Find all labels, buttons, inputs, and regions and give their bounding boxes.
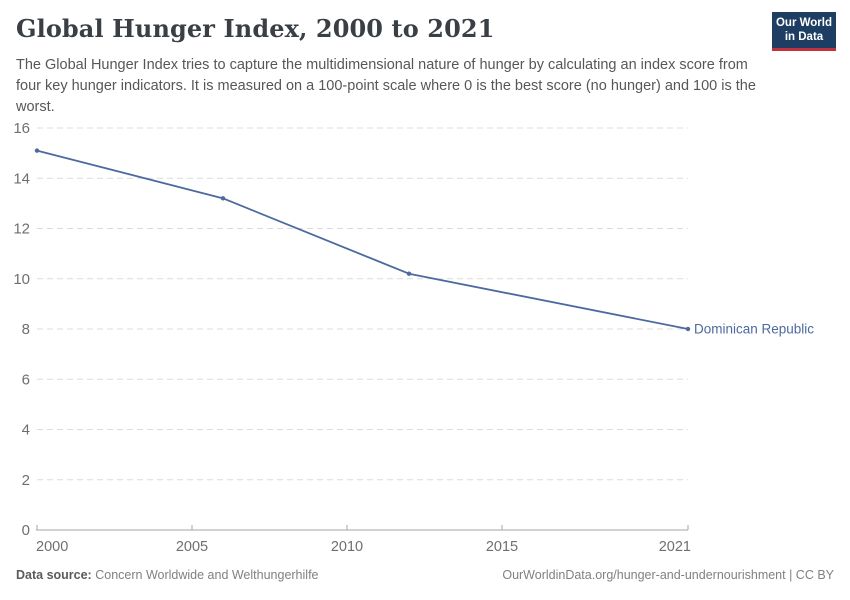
data-source-label: Data source: <box>16 568 92 582</box>
y-tick-label: 0 <box>22 522 30 539</box>
data-source: Data source: Concern Worldwide and Welth… <box>16 568 319 582</box>
chart-subtitle: The Global Hunger Index tries to capture… <box>16 57 756 115</box>
owid-logo-line2: in Data <box>784 30 824 43</box>
y-tick-label: 16 <box>13 120 30 137</box>
x-tick-label: 2021 <box>659 539 691 555</box>
y-tick-label: 12 <box>13 221 30 238</box>
data-point-marker[interactable] <box>220 196 226 201</box>
line-chart: 0 2 4 6 8 10 12 14 16 2000 2005 2010 2015 2021 Dominic… <box>13 120 814 555</box>
y-tick-label: 2 <box>22 472 30 489</box>
x-tick-label: 2015 <box>486 539 518 555</box>
x-tick-label: 2010 <box>331 539 363 555</box>
y-tick-label: 8 <box>22 321 30 338</box>
chart-title: Global Hunger Index, 2000 to 2021 <box>16 14 495 43</box>
data-point-marker[interactable] <box>406 271 412 276</box>
data-source-value: Concern Worldwide and Welthungerhilfe <box>95 568 319 582</box>
x-tick-label: 2005 <box>176 539 208 555</box>
data-point-marker[interactable] <box>685 326 691 332</box>
data-point-marker[interactable] <box>34 148 40 153</box>
y-tick-label: 4 <box>22 422 30 439</box>
y-tick-label: 14 <box>13 170 30 187</box>
y-tick-label: 10 <box>13 271 30 288</box>
series-end-label[interactable]: Dominican Republic <box>694 322 814 337</box>
owid-logo[interactable]: Our World in Data <box>772 12 836 51</box>
owid-logo-line1: Our World <box>775 17 832 29</box>
y-tick-label: 6 <box>22 371 30 388</box>
series-line[interactable] <box>36 149 689 330</box>
x-tick-label: 2000 <box>36 539 68 555</box>
chart-footer: Data source: Concern Worldwide and Welth… <box>16 568 834 582</box>
attribution-link[interactable]: OurWorldinData.org/hunger-and-undernouri… <box>502 568 834 582</box>
